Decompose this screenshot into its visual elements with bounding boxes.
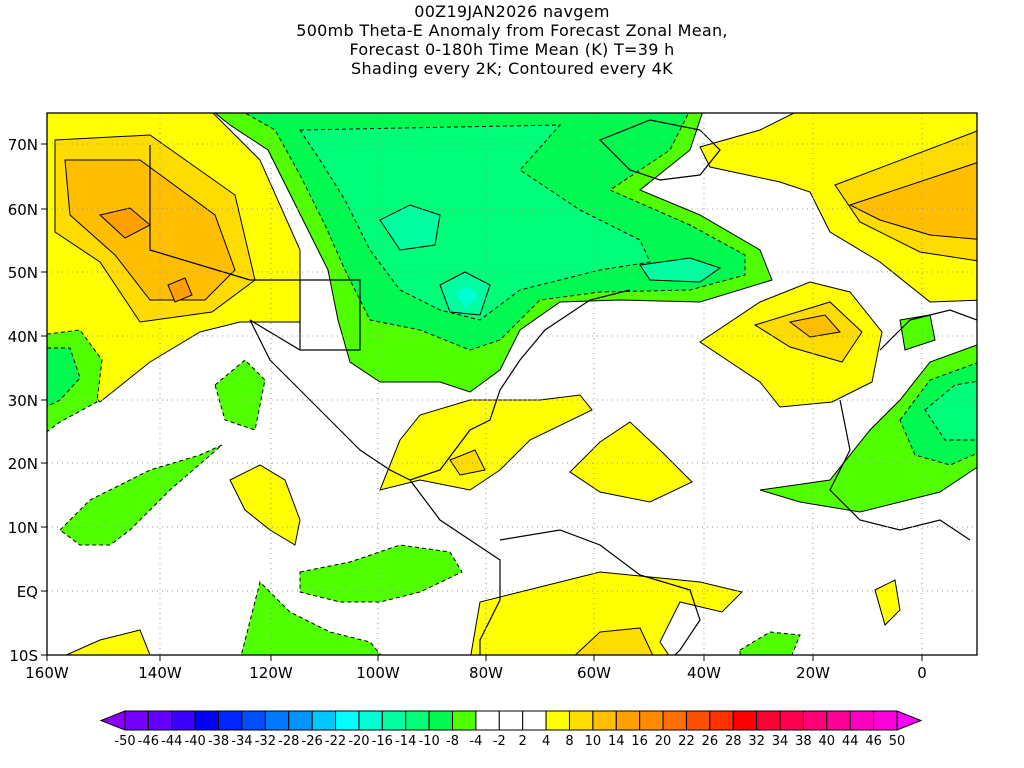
colorbar-label: -34	[231, 734, 252, 749]
colorbar-swatch	[592, 710, 617, 731]
colorbar-swatch	[171, 710, 196, 731]
colorbar-swatch	[218, 710, 243, 731]
map-frame	[46, 112, 978, 656]
colorbar-label: 26	[702, 734, 719, 749]
colorbar-label: -32	[255, 734, 276, 749]
colorbar-label: 40	[819, 734, 836, 749]
colorbar-swatch	[639, 710, 664, 731]
colorbar-swatch	[709, 710, 734, 731]
lon-label: 20W	[796, 664, 830, 682]
colorbar-label: 2	[519, 734, 527, 749]
colorbar-swatch	[475, 710, 500, 731]
colorbar-label: 4	[542, 734, 550, 749]
colorbar-swatch	[732, 710, 758, 731]
colorbar-label: 16	[631, 734, 648, 749]
colorbar-label: 50	[889, 734, 906, 749]
title-line-4: Shading every 2K; Contoured every 4K	[351, 59, 673, 78]
colorbar-swatch	[779, 710, 804, 731]
colorbar-swatch	[849, 710, 875, 731]
colorbar-swatch	[685, 710, 711, 731]
colorbar-label: -44	[161, 734, 182, 749]
lat-label: EQ	[17, 583, 38, 601]
colorbar-label: -50	[114, 734, 135, 749]
colorbar-label: -2	[493, 734, 506, 749]
colorbar-label: -4	[469, 734, 482, 749]
colorbar-swatch	[802, 710, 828, 731]
chart-title: 00Z19JAN2026 navgem 500mb Theta-E Anomal…	[0, 2, 1024, 78]
colorbar-swatch	[873, 710, 898, 731]
colorbar-swatch	[288, 710, 313, 731]
colorbar-label: 22	[678, 734, 695, 749]
lon-label: 160W	[25, 664, 69, 682]
anomaly-shading	[47, 113, 977, 655]
colorbar-label: -40	[185, 734, 206, 749]
colorbar-label: 32	[748, 734, 765, 749]
title-line-3: Forecast 0-180h Time Mean (K) T=39 h	[349, 40, 675, 59]
colorbar-swatch	[662, 710, 687, 731]
colorbar-swatch	[405, 710, 430, 731]
coastlines	[149, 119, 977, 655]
colorbar-label: -10	[419, 734, 440, 749]
colorbar-swatch	[826, 710, 851, 731]
lat-label: 30N	[8, 392, 38, 410]
lat-label: 10S	[9, 647, 38, 665]
colorbar-label: 10	[585, 734, 602, 749]
lon-label: 40W	[687, 664, 721, 682]
colorbar-swatch	[545, 710, 570, 731]
lon-label: 80W	[469, 664, 503, 682]
colorbar-swatch	[452, 710, 477, 731]
colorbar-label: -38	[208, 734, 229, 749]
colorbar-label: -26	[302, 734, 323, 749]
colorbar-low-arrow	[99, 710, 126, 731]
colorbar-swatch	[311, 710, 337, 731]
lat-label: 20N	[8, 455, 38, 473]
colorbar-swatch	[241, 710, 266, 731]
colorbar-swatch	[381, 710, 407, 731]
colorbar-swatch	[615, 710, 641, 731]
colorbar-label: 46	[865, 734, 882, 749]
colorbar-swatch	[358, 710, 383, 731]
lon-label: 140W	[138, 664, 182, 682]
colorbar-swatch	[194, 710, 220, 731]
lat-label: 10N	[8, 519, 38, 537]
colorbar-swatch	[335, 710, 360, 731]
colorbar-label: 20	[655, 734, 672, 749]
colorbar-label: 8	[565, 734, 573, 749]
colorbar-label: 38	[795, 734, 812, 749]
colorbar-swatch	[124, 710, 149, 731]
colorbar-swatch	[756, 710, 781, 731]
colorbar-label: -22	[325, 734, 346, 749]
colorbar-swatch	[522, 710, 547, 731]
colorbar-high-arrow	[896, 710, 923, 731]
colorbar-label: 44	[842, 734, 859, 749]
colorbar-label: -16	[372, 734, 393, 749]
lon-label: 120W	[249, 664, 293, 682]
lat-label: 40N	[8, 328, 38, 346]
title-line-1: 00Z19JAN2026 navgem	[414, 2, 610, 21]
colorbar-label: -8	[446, 734, 459, 749]
graticule	[47, 113, 977, 655]
lon-label: 100W	[356, 664, 400, 682]
lat-label: 50N	[8, 264, 38, 282]
colorbar-label: 34	[772, 734, 789, 749]
colorbar-label: 14	[608, 734, 625, 749]
colorbar-label: -46	[138, 734, 159, 749]
colorbar-label: -28	[278, 734, 299, 749]
lat-label: 70N	[8, 136, 38, 154]
colorbar-swatch	[147, 710, 173, 731]
lat-label: 60N	[8, 201, 38, 219]
colorbar-swatch	[264, 710, 290, 731]
colorbar: -50 -46 -44 -40 -38 -34 -32 -28 -26 -22 -20 -16 -14-…	[99, 710, 923, 749]
colorbar-swatch	[428, 710, 454, 731]
title-line-2: 500mb Theta-E Anomaly from Forecast Zona…	[296, 21, 728, 40]
colorbar-swatch	[568, 710, 594, 731]
lon-label: 0	[917, 664, 927, 682]
colorbar-swatch	[498, 710, 524, 731]
colorbar-label: 28	[725, 734, 742, 749]
colorbar-label: -14	[395, 734, 416, 749]
colorbar-label: -20	[348, 734, 369, 749]
lon-label: 60W	[577, 664, 611, 682]
